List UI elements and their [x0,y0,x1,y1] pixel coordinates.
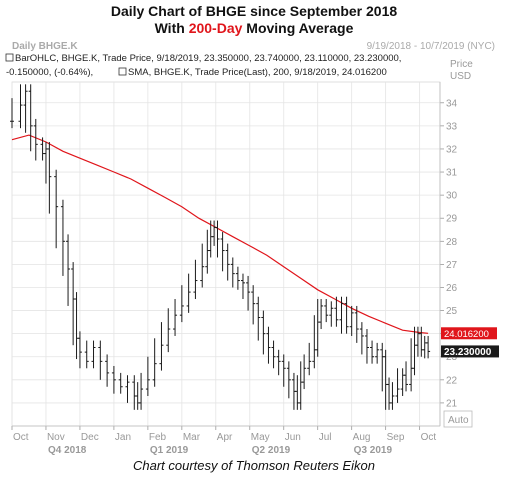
last-price-badge [441,345,499,358]
value-badges: 24.016200 23.230000 [441,327,499,358]
x-month-label: Oct [13,432,29,443]
y-tick-label: 34 [446,98,458,109]
x-month-label: Aug [353,432,371,443]
x-quarter-label: Q3 2019 [354,445,393,456]
sma-value-badge [441,327,497,340]
chart-title-line2: With 200-Day Moving Average [0,20,508,36]
x-month-label: Jul [319,432,332,443]
price-series [10,84,431,410]
y-tick-label: 21 [446,398,458,409]
x-month-label: Sep [387,432,405,443]
chart-date-range: 9/19/2018 - 10/7/2019 (NYC) [367,41,495,52]
chart-title-line1: Daily Chart of BHGE since September 2018 [110,3,398,19]
sma-value-label: 24.016200 [444,329,489,340]
x-month-label: May [251,432,270,443]
grid [11,81,441,427]
x-quarter-label: Q1 2019 [150,445,189,456]
x-month-label: Nov [47,432,65,443]
chart-caption: Chart courtesy of Thomson Reuters Eikon [132,458,376,473]
y-tick-label: 32 [446,144,458,155]
x-month-label: Feb [149,432,167,443]
x-month-label: Jun [285,432,301,443]
last-price-label: 23.230000 [444,347,492,358]
x-month-label: Dec [81,432,99,443]
y-tick-label: 33 [446,121,458,132]
price-chart: Daily BHGE.K 9/19/2018 - 10/7/2019 (NYC)… [0,38,508,458]
y-tick-label: 31 [446,168,458,179]
x-month-label: Mar [183,432,201,443]
x-month-label: Oct [421,432,437,443]
x-axis: Oct Nov Dec Jan Feb Mar Apr May Jun Jul Aug Sep Oct Q… [11,425,440,456]
y-tick-label: 22 [446,375,458,386]
y-tick-label: 23 [446,352,458,363]
legend: BarOHLC, BHGE.K, Trade Price, 9/18/2019,… [5,53,401,78]
legend-ohlc-marker [5,53,14,62]
legend-sma-marker [118,67,127,76]
title-prefix: With [154,20,189,36]
y-tick-label: 28 [446,237,458,248]
x-month-label: Jan [115,432,131,443]
legend-ohlc-line2: -0.150000, (-0.64%), [6,67,93,78]
title-highlight: 200-Day [188,20,243,36]
y-tick-label: 26 [446,283,458,294]
x-quarter-label: Q2 2019 [252,445,291,456]
y-tick-label: 29 [446,214,458,225]
sma-series [11,134,429,334]
chart-name: Daily BHGE.K [12,41,78,52]
x-quarter-label: Q4 2018 [48,445,87,456]
legend-sma: SMA, BHGE.K, Trade Price(Last), 200, 9/1… [128,67,387,78]
y-tick-label: 30 [446,191,458,202]
x-month-label: Apr [217,432,233,443]
axis-currency-label: USD [450,71,471,82]
auto-scale-box[interactable] [443,410,473,428]
title-suffix: Moving Average [242,20,354,36]
sma-line [11,134,429,334]
y-tick-label: 27 [446,260,458,271]
axis-price-label: Price [450,59,473,70]
legend-ohlc-line1: BarOHLC, BHGE.K, Trade Price, 9/18/2019,… [15,53,401,64]
auto-scale-label: Auto [448,415,469,426]
y-tick-label: 25 [446,306,458,317]
